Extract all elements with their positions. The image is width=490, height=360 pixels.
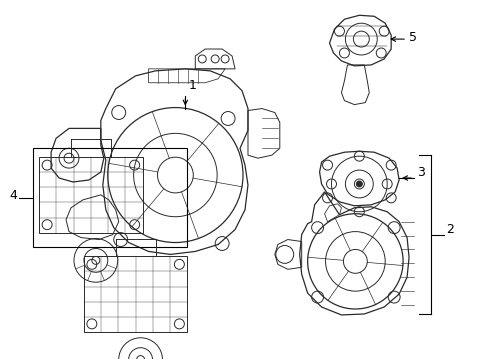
Circle shape bbox=[356, 181, 362, 187]
Text: 4: 4 bbox=[9, 189, 17, 202]
Text: 3: 3 bbox=[417, 166, 425, 179]
Text: 5: 5 bbox=[409, 31, 417, 44]
Bar bbox=[33, 148, 187, 247]
Text: 2: 2 bbox=[446, 223, 454, 236]
Text: 1: 1 bbox=[188, 79, 196, 92]
